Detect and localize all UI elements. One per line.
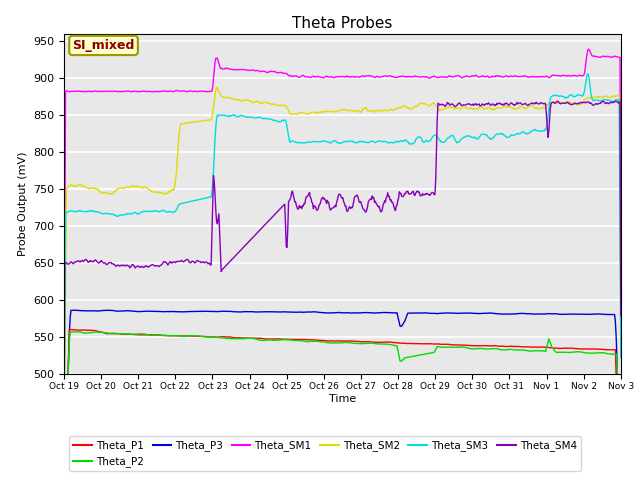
Text: SI_mixed: SI_mixed xyxy=(72,39,135,52)
Theta_SM2 xyxy=(70,183,78,189)
Theta_SM1 xyxy=(60,415,68,421)
Theta_SM1 xyxy=(410,73,418,79)
Theta_P1 xyxy=(411,341,419,347)
Line: Theta_SM1: Theta_SM1 xyxy=(64,49,621,418)
Theta_P1 xyxy=(71,327,79,333)
Line: Theta_SM4: Theta_SM4 xyxy=(64,101,621,424)
Theta_SM2 xyxy=(411,103,419,109)
Theta_P3 xyxy=(214,309,222,314)
Theta_SM2 xyxy=(214,87,222,93)
Theta_P2 xyxy=(70,329,78,335)
Theta_SM4 xyxy=(127,263,135,269)
Theta_P3 xyxy=(70,307,78,313)
Theta_P2 xyxy=(411,353,419,359)
Theta_SM1 xyxy=(584,46,592,52)
Theta_SM1 xyxy=(70,89,78,95)
Theta_P3 xyxy=(411,310,419,316)
Line: Theta_P1: Theta_P1 xyxy=(64,329,621,480)
Theta_SM3 xyxy=(60,423,68,429)
Theta_SM2 xyxy=(428,102,435,108)
Theta_SM4 xyxy=(410,192,418,197)
Theta_SM4 xyxy=(617,313,625,319)
Theta_P1 xyxy=(428,341,435,347)
Theta_SM3 xyxy=(184,199,192,205)
Theta_P1 xyxy=(65,326,73,332)
Theta_SM3 xyxy=(584,71,591,77)
Theta_SM1 xyxy=(426,75,434,81)
Theta_SM2 xyxy=(214,84,221,90)
Theta_P3 xyxy=(71,307,79,313)
Theta_SM4 xyxy=(426,192,434,198)
Theta_P2 xyxy=(185,333,193,338)
Line: Theta_P3: Theta_P3 xyxy=(64,310,621,480)
Theta_SM3 xyxy=(426,138,434,144)
Theta_SM1 xyxy=(127,89,135,95)
Theta_P2 xyxy=(214,335,222,340)
Theta_P3 xyxy=(185,309,193,314)
Theta_SM2 xyxy=(127,183,135,189)
Theta_SM2 xyxy=(617,309,625,314)
Line: Theta_P2: Theta_P2 xyxy=(64,332,621,480)
Theta_SM3 xyxy=(214,112,221,118)
Theta_P1 xyxy=(128,332,136,337)
Theta_P2 xyxy=(428,350,435,356)
Theta_SM3 xyxy=(617,355,625,360)
Theta_P2 xyxy=(71,329,79,335)
Theta_P1 xyxy=(185,333,193,339)
Theta_SM3 xyxy=(127,211,135,217)
Theta_P3 xyxy=(428,311,435,316)
Line: Theta_SM3: Theta_SM3 xyxy=(64,74,621,426)
Theta_SM4 xyxy=(184,257,192,263)
Theta_SM3 xyxy=(70,208,78,214)
Theta_SM3 xyxy=(410,140,418,146)
Theta_P2 xyxy=(128,331,136,337)
Theta_SM2 xyxy=(60,465,68,470)
Theta_SM1 xyxy=(184,89,192,95)
Legend: Theta_P1, Theta_P2, Theta_P3, Theta_SM1, Theta_SM2, Theta_SM3, Theta_SM4: Theta_P1, Theta_P2, Theta_P3, Theta_SM1,… xyxy=(69,436,581,471)
Line: Theta_SM2: Theta_SM2 xyxy=(64,87,621,468)
Theta_SM2 xyxy=(184,120,192,126)
Theta_SM4 xyxy=(60,421,68,427)
Theta_P1 xyxy=(214,334,222,340)
Y-axis label: Probe Output (mV): Probe Output (mV) xyxy=(17,152,28,256)
Theta_SM4 xyxy=(214,221,221,227)
Title: Theta Probes: Theta Probes xyxy=(292,16,392,31)
Theta_SM4 xyxy=(599,98,607,104)
Theta_P3 xyxy=(128,308,136,314)
Theta_SM1 xyxy=(214,55,221,61)
Theta_SM1 xyxy=(617,226,625,232)
X-axis label: Time: Time xyxy=(329,394,356,404)
Theta_SM4 xyxy=(70,260,78,266)
